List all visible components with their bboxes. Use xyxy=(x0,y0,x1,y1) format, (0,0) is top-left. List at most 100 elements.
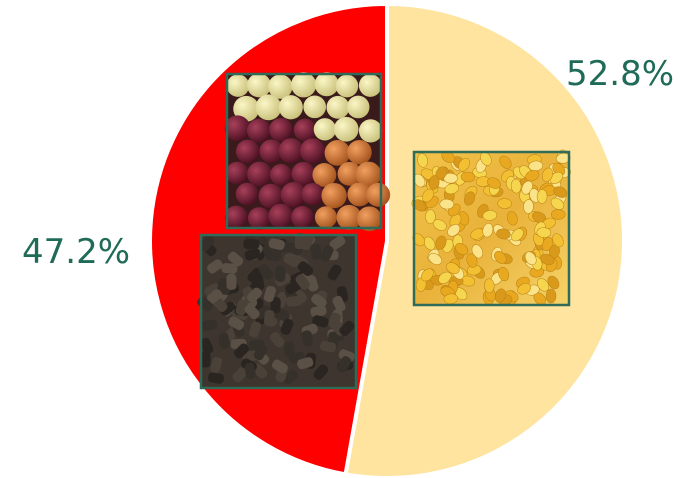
boilie-bead xyxy=(268,203,293,229)
pellet-bit xyxy=(292,288,308,304)
boilie-bead xyxy=(269,118,293,142)
corn-kernel xyxy=(536,227,552,238)
boilie-bead xyxy=(291,161,316,186)
corn-kernel xyxy=(447,224,461,237)
boilie-bead xyxy=(301,182,324,206)
pellet-bit xyxy=(200,351,211,368)
pellet-bit xyxy=(337,356,352,373)
corn-kernel xyxy=(496,228,511,240)
pellet-bit xyxy=(329,235,346,250)
pellet-bit xyxy=(228,316,245,331)
pellet-bit xyxy=(270,297,281,314)
corn-kernel xyxy=(547,275,560,290)
boilie-bead xyxy=(335,74,359,98)
corn-kernel xyxy=(444,183,459,195)
pellet-bit xyxy=(313,364,329,380)
corn-kernel xyxy=(550,209,566,220)
pellet-bit xyxy=(339,320,355,336)
corn-kernel xyxy=(524,251,537,266)
slice-label-0: 52.8% xyxy=(566,54,674,94)
corn-kernel xyxy=(537,278,549,292)
boilie-bead xyxy=(293,118,317,142)
corn-photo xyxy=(411,149,571,307)
boilie-bead xyxy=(346,95,370,119)
pellet-bit xyxy=(311,293,327,309)
boilie-bead xyxy=(321,182,347,209)
pellet-bit xyxy=(310,243,322,260)
boilie-bead xyxy=(247,118,271,143)
pellet-bit xyxy=(297,261,314,276)
boilie-bead xyxy=(225,161,249,185)
boilie-bead xyxy=(247,207,271,230)
corn-kernel xyxy=(428,253,443,265)
corn-kernel xyxy=(425,209,436,224)
boilie-bead xyxy=(366,182,391,207)
corn-kernel xyxy=(464,191,476,206)
corn-kernel xyxy=(499,155,512,169)
pellet-bit xyxy=(221,263,238,274)
pellet-bit xyxy=(207,372,225,384)
corn-kernel xyxy=(552,233,564,248)
pellet-bit xyxy=(201,319,218,331)
boilie-bead xyxy=(326,95,350,119)
pellet-bit xyxy=(264,309,275,327)
pellet-bit xyxy=(253,344,268,361)
boilie-bead xyxy=(313,118,337,141)
boilie-bead xyxy=(312,163,337,187)
boilie-bead xyxy=(278,138,304,164)
pellet-bit xyxy=(295,274,310,290)
corn-kernel xyxy=(553,186,568,198)
boilie-bead xyxy=(280,182,307,208)
pellet-bit xyxy=(320,245,334,262)
pellet-bit xyxy=(271,359,288,374)
corn-kernel xyxy=(428,175,440,190)
corn-kernel xyxy=(550,197,565,210)
boilie-bead xyxy=(247,161,273,187)
corn-kernel xyxy=(438,271,452,284)
boilie-bead xyxy=(233,95,260,122)
corn-kernel xyxy=(417,153,428,168)
slice-label-1: 47.2% xyxy=(22,232,130,272)
corn-kernel xyxy=(498,266,510,282)
boilie-bead xyxy=(224,115,251,142)
corn-kernel xyxy=(541,167,553,182)
pellet-bit xyxy=(247,267,263,283)
boilies-photo xyxy=(224,72,391,232)
boilie-bead xyxy=(347,139,372,165)
pellet-bit xyxy=(244,304,260,320)
pellet-bit xyxy=(275,265,286,282)
corn-photo-frame xyxy=(412,150,571,307)
corn-kernel xyxy=(506,211,518,226)
pellets-photo-frame xyxy=(199,233,358,390)
corn-kernel xyxy=(494,251,507,264)
pellet-bit xyxy=(219,301,236,316)
corn-kernel xyxy=(487,177,501,189)
pellet-bit xyxy=(226,273,237,290)
corn-kernel xyxy=(510,178,522,194)
boilies-photo-frame xyxy=(225,72,383,230)
pellet-bit xyxy=(301,330,313,347)
boilie-bead xyxy=(278,95,303,120)
boilie-bead xyxy=(224,205,248,229)
corn-kernel xyxy=(483,278,495,294)
pellet-bit xyxy=(310,305,327,318)
corn-kernel xyxy=(482,223,494,238)
pellet-bit xyxy=(244,248,261,261)
boilie-bead xyxy=(303,95,327,119)
pellet-bit xyxy=(268,238,285,250)
corn-kernel xyxy=(545,288,557,304)
pellet-bit xyxy=(285,280,302,295)
boilie-bead xyxy=(255,94,282,121)
pellet-bit xyxy=(300,234,314,251)
corn-kernel xyxy=(458,158,471,172)
pellet-bit xyxy=(199,235,215,251)
corn-kernel xyxy=(482,210,498,221)
corn-kernel xyxy=(460,171,476,183)
corn-kernel xyxy=(549,171,563,184)
pellet-bit xyxy=(327,264,342,281)
boilie-bead xyxy=(235,139,260,164)
corn-kernel xyxy=(466,253,478,268)
pellet-bit xyxy=(282,369,299,385)
pellet-bit xyxy=(210,356,223,374)
boilie-bead xyxy=(358,119,383,143)
